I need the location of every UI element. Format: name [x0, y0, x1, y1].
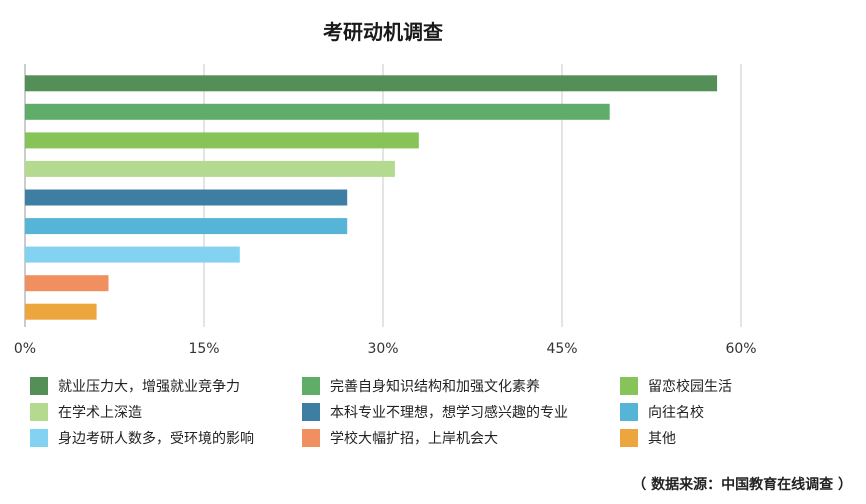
legend-label: 在学术上深造 [58, 405, 142, 421]
legend-swatch [30, 403, 48, 421]
legend-item: 学校大幅扩招，上岸机会大 [302, 428, 620, 448]
legend-label: 向往名校 [648, 405, 704, 421]
legend-item: 就业压力大，增强就业竞争力 [30, 376, 302, 396]
bar [25, 103, 610, 120]
bar [25, 303, 97, 320]
x-tick-label: 0% [14, 341, 36, 357]
legend-swatch [302, 429, 320, 447]
legend-item: 留恋校园生活 [620, 376, 840, 396]
legend-item: 在学术上深造 [30, 402, 302, 422]
bar-chart: 0% 15% 30% 45% 60% [14, 64, 757, 357]
legend-label: 学校大幅扩招，上岸机会大 [330, 431, 498, 447]
legend-item: 其他 [620, 428, 840, 448]
bars [25, 75, 718, 320]
legend-swatch [620, 403, 638, 421]
x-tick-labels: 0% 15% 30% 45% 60% [14, 341, 757, 357]
x-tick-label: 30% [367, 341, 398, 357]
legend-swatch [302, 403, 320, 421]
legend-swatch [30, 429, 48, 447]
legend-swatch [620, 429, 638, 447]
bar [25, 189, 348, 206]
bar [25, 275, 109, 292]
legend-swatch [620, 377, 638, 395]
x-tick-label: 15% [188, 341, 219, 357]
legend-label: 身边考研人数多，受环境的影响 [58, 431, 254, 447]
chart-title: 考研动机调查 [323, 20, 443, 44]
legend-item: 身边考研人数多，受环境的影响 [30, 428, 302, 448]
legend-item: 本科专业不理想，想学习感兴趣的专业 [302, 402, 620, 422]
legend-label: 完善自身知识结构和加强文化素养 [330, 379, 540, 395]
x-tick-label: 45% [546, 341, 577, 357]
legend-item: 向往名校 [620, 402, 840, 422]
source-note: （ 数据来源：中国教育在线调查 ） [632, 477, 852, 493]
bar [25, 132, 419, 149]
legend: 就业压力大，增强就业竞争力 完善自身知识结构和加强文化素养 留恋校园生活在学术上深造… [30, 376, 850, 448]
legend-label: 留恋校园生活 [648, 379, 732, 395]
bar [25, 246, 240, 263]
legend-label: 其他 [648, 431, 676, 447]
legend-swatch [302, 377, 320, 395]
legend-label: 本科专业不理想，想学习感兴趣的专业 [330, 405, 568, 421]
legend-item: 完善自身知识结构和加强文化素养 [302, 376, 620, 396]
x-tick-label: 60% [725, 341, 756, 357]
bar [25, 160, 395, 177]
legend-label: 就业压力大，增强就业竞争力 [58, 379, 240, 395]
bar [25, 218, 348, 235]
legend-swatch [30, 377, 48, 395]
bar [25, 75, 718, 92]
